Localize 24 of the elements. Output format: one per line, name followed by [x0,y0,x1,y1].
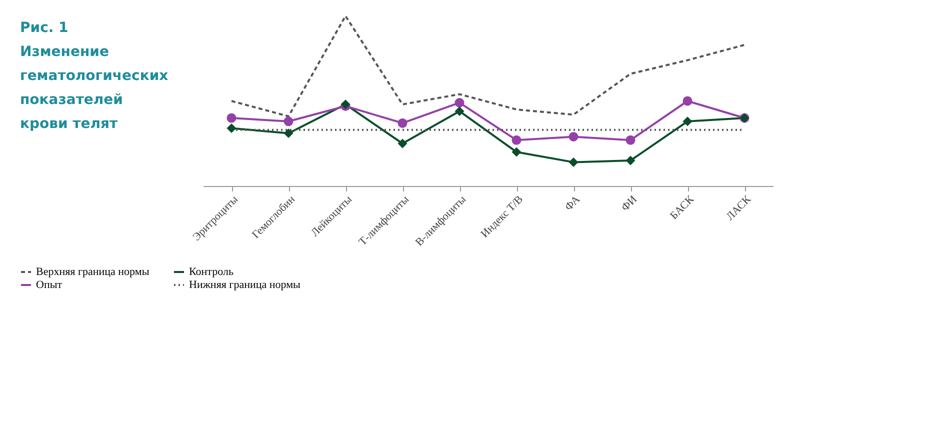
point [284,128,294,138]
text: Рис. 1 [20,20,68,36]
point [454,98,464,108]
point [682,96,692,106]
point [626,135,636,145]
point [568,132,578,142]
point [512,147,522,157]
legend-label: Нижняя граница нормы [189,279,302,291]
point [568,157,578,167]
point [284,116,294,126]
point [512,135,522,145]
legend-label: Верхняя граница нормы [36,266,150,278]
legend-label: Контроль [189,266,234,278]
point [454,106,464,116]
point [682,116,692,126]
point [398,118,408,128]
text: Изменение гематологических показателей крови телят [20,44,168,132]
point [226,123,236,133]
x-tick-label: ФИ [619,193,640,214]
legend-label: Опыт [36,279,62,291]
x-tick-label: ФА [562,193,583,214]
point [398,138,408,148]
point [626,156,636,166]
point [226,113,236,123]
